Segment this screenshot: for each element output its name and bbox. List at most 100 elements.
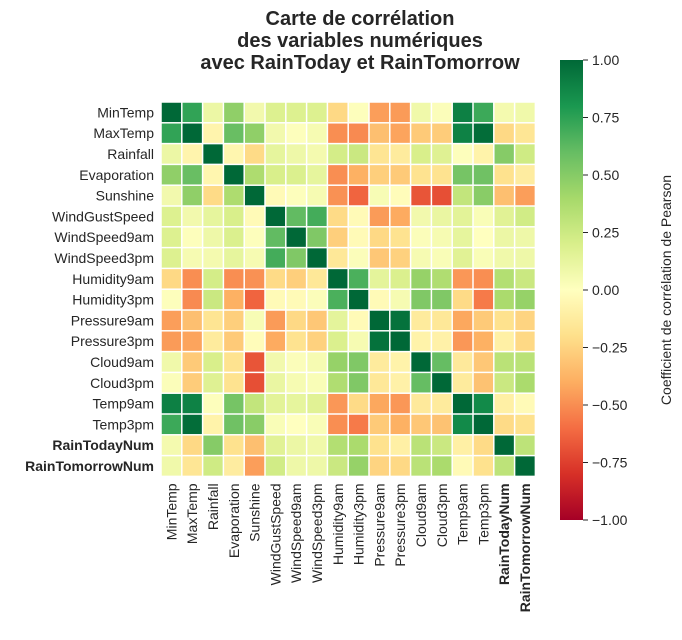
row-label-wind-gust-speed: WindGustSpeed: [52, 208, 154, 224]
heatmap-cell-rain-tomorrow-num-wind-speed-3pm: [307, 456, 327, 476]
heatmap-cell-pressure-3pm-pressure-3pm: [390, 331, 410, 351]
heatmap-cell-temp-9am-rain-tomorrow-num: [515, 393, 535, 414]
heatmap-cell-pressure-9am-humidity-3pm: [348, 310, 369, 331]
heatmap-cell-pressure-9am-cloud-9am: [411, 310, 431, 331]
heatmap-cell-temp-3pm-wind-gust-speed: [265, 414, 286, 435]
heatmap-cell-sunshine-rain-today-num: [494, 185, 514, 206]
heatmap-cell-pressure-3pm-evaporation: [224, 331, 244, 351]
heatmap-cell-rain-today-num-sunshine: [244, 435, 265, 455]
column-label-temp-3pm: Temp3pm: [475, 483, 491, 544]
heatmap-cell-humidity-3pm-wind-gust-speed: [265, 289, 286, 310]
heatmap-cell-wind-gust-speed-rain-tomorrow-num: [515, 206, 535, 227]
heatmap-cell-humidity-3pm-wind-speed-9am: [286, 289, 306, 310]
heatmap-cell-humidity-9am-cloud-3pm: [432, 269, 452, 289]
column-label-wind-speed-9am: WindSpeed9am: [288, 483, 304, 583]
heatmap-cell-cloud-3pm-rain-tomorrow-num: [515, 373, 535, 393]
heatmap-cell-min-temp-wind-gust-speed: [265, 102, 286, 123]
column-label-evaporation: Evaporation: [226, 483, 242, 558]
heatmap-cell-min-temp-wind-speed-9am: [286, 102, 306, 123]
heatmap-cell-humidity-3pm-humidity-3pm: [348, 289, 369, 310]
heatmap-cell-pressure-9am-cloud-3pm: [432, 310, 452, 331]
heatmap-cell-rainfall-cloud-9am: [411, 144, 431, 164]
heatmap-cell-cloud-9am-pressure-9am: [369, 352, 390, 372]
heatmap-cell-temp-9am-min-temp: [161, 393, 182, 414]
heatmap-cell-wind-gust-speed-rain-today-num: [494, 206, 514, 227]
heatmap-cell-wind-speed-9am-wind-speed-9am: [286, 227, 306, 247]
heatmap-cell-cloud-9am-min-temp: [161, 352, 182, 372]
heatmap-cell-cloud-9am-temp-9am: [452, 352, 473, 372]
heatmap-cell-max-temp-wind-speed-3pm: [307, 123, 327, 143]
colorbar-label: Coefficient de corrélation de Pearson: [658, 175, 674, 405]
heatmap-cell-wind-speed-3pm-temp-9am: [452, 248, 473, 268]
row-label-cloud-9am: Cloud9am: [90, 354, 154, 370]
heatmap-cell-rain-today-num-rain-tomorrow-num: [515, 435, 535, 455]
heatmap-cell-rain-tomorrow-num-wind-speed-9am: [286, 456, 306, 476]
heatmap-cell-rain-today-num-pressure-3pm: [390, 435, 410, 455]
heatmap-cell-temp-9am-rain-today-num: [494, 393, 514, 414]
heatmap-cell-rain-tomorrow-num-temp-9am: [452, 456, 473, 476]
heatmap-cell-wind-speed-9am-temp-9am: [452, 227, 473, 247]
column-label-rain-today-num: RainTodayNum: [496, 483, 512, 585]
heatmap-cell-pressure-9am-pressure-3pm: [390, 310, 410, 331]
heatmap-cell-cloud-3pm-sunshine: [244, 373, 265, 393]
heatmap-cell-humidity-9am-pressure-3pm: [390, 269, 410, 289]
heatmap-cell-pressure-9am-temp-9am: [452, 310, 473, 331]
heatmap-cell-wind-gust-speed-wind-gust-speed: [265, 206, 286, 227]
heatmap-cell-evaporation-wind-gust-speed: [265, 165, 286, 185]
heatmap-cell-max-temp-rain-tomorrow-num: [515, 123, 535, 143]
heatmap-cell-wind-gust-speed-pressure-9am: [369, 206, 390, 227]
heatmap-cell-max-temp-cloud-9am: [411, 123, 431, 143]
heatmap-cell-pressure-9am-sunshine: [244, 310, 265, 331]
heatmap-cell-min-temp-evaporation: [224, 102, 244, 123]
heatmap-cell-wind-speed-3pm-wind-gust-speed: [265, 248, 286, 268]
heatmap-cell-temp-3pm-cloud-9am: [411, 414, 431, 435]
heatmap-cell-temp-3pm-pressure-9am: [369, 414, 390, 435]
column-labels: MinTemp MaxTemp Rainfall Evaporation Sunshin…: [163, 483, 533, 612]
heatmap-cell-sunshine-temp-9am: [452, 185, 473, 206]
heatmap-cell-humidity-9am-evaporation: [224, 269, 244, 289]
heatmap-cell-min-temp-pressure-9am: [369, 102, 390, 123]
heatmap-cell-temp-9am-humidity-3pm: [348, 393, 369, 414]
heatmap-cell-cloud-9am-max-temp: [182, 352, 202, 372]
heatmap-cell-cloud-9am-wind-speed-9am: [286, 352, 306, 372]
chart-title-line-2: des variables numériques: [237, 30, 483, 52]
heatmap-cell-rainfall-temp-3pm: [473, 144, 494, 164]
colorbar-tick-label: −0.50: [592, 397, 628, 413]
heatmap-cell-sunshine-sunshine: [244, 185, 265, 206]
column-label-max-temp: MaxTemp: [184, 483, 200, 544]
heatmap-cell-min-temp-rain-today-num: [494, 102, 514, 123]
colorbar-tick-label: 0.25: [592, 225, 619, 241]
heatmap-cell-rainfall-cloud-3pm: [432, 144, 452, 164]
heatmap-cell-temp-9am-wind-gust-speed: [265, 393, 286, 414]
heatmap-cell-wind-speed-9am-wind-gust-speed: [265, 227, 286, 247]
heatmap-cell-humidity-9am-temp-3pm: [473, 269, 494, 289]
heatmap-cell-evaporation-max-temp: [182, 165, 202, 185]
heatmap-cell-pressure-3pm-rainfall: [203, 331, 223, 351]
heatmap-cell-wind-speed-3pm-rain-today-num: [494, 248, 514, 268]
heatmap-cell-wind-gust-speed-temp-3pm: [473, 206, 494, 227]
heatmap-cell-cloud-9am-humidity-9am: [328, 352, 348, 372]
heatmap-cell-max-temp-sunshine: [244, 123, 265, 143]
heatmap-cell-evaporation-rainfall: [203, 165, 223, 185]
heatmap-cell-evaporation-wind-speed-9am: [286, 165, 306, 185]
heatmap-cell-min-temp-wind-speed-3pm: [307, 102, 327, 123]
row-label-rainfall: Rainfall: [107, 146, 154, 162]
heatmap-cell-pressure-3pm-cloud-3pm: [432, 331, 452, 351]
heatmap-cell-cloud-3pm-rainfall: [203, 373, 223, 393]
heatmap-cell-humidity-3pm-humidity-9am: [328, 289, 348, 310]
heatmap-cell-rainfall-wind-speed-9am: [286, 144, 306, 164]
heatmap-cell-temp-9am-cloud-3pm: [432, 393, 452, 414]
heatmap-cell-wind-speed-9am-pressure-3pm: [390, 227, 410, 247]
heatmap-cell-cloud-3pm-wind-gust-speed: [265, 373, 286, 393]
heatmap-cell-max-temp-temp-3pm: [473, 123, 494, 143]
heatmap-cell-humidity-9am-cloud-9am: [411, 269, 431, 289]
heatmap-cell-wind-gust-speed-cloud-9am: [411, 206, 431, 227]
heatmap-cell-evaporation-sunshine: [244, 165, 265, 185]
heatmap-cell-rain-today-num-cloud-3pm: [432, 435, 452, 455]
heatmap-cell-sunshine-cloud-9am: [411, 185, 431, 206]
heatmap-cell-rain-today-num-cloud-9am: [411, 435, 431, 455]
heatmap-cell-temp-9am-wind-speed-3pm: [307, 393, 327, 414]
heatmap-cell-pressure-3pm-sunshine: [244, 331, 265, 351]
column-label-sunshine: Sunshine: [247, 483, 263, 542]
heatmap-cell-wind-speed-9am-sunshine: [244, 227, 265, 247]
